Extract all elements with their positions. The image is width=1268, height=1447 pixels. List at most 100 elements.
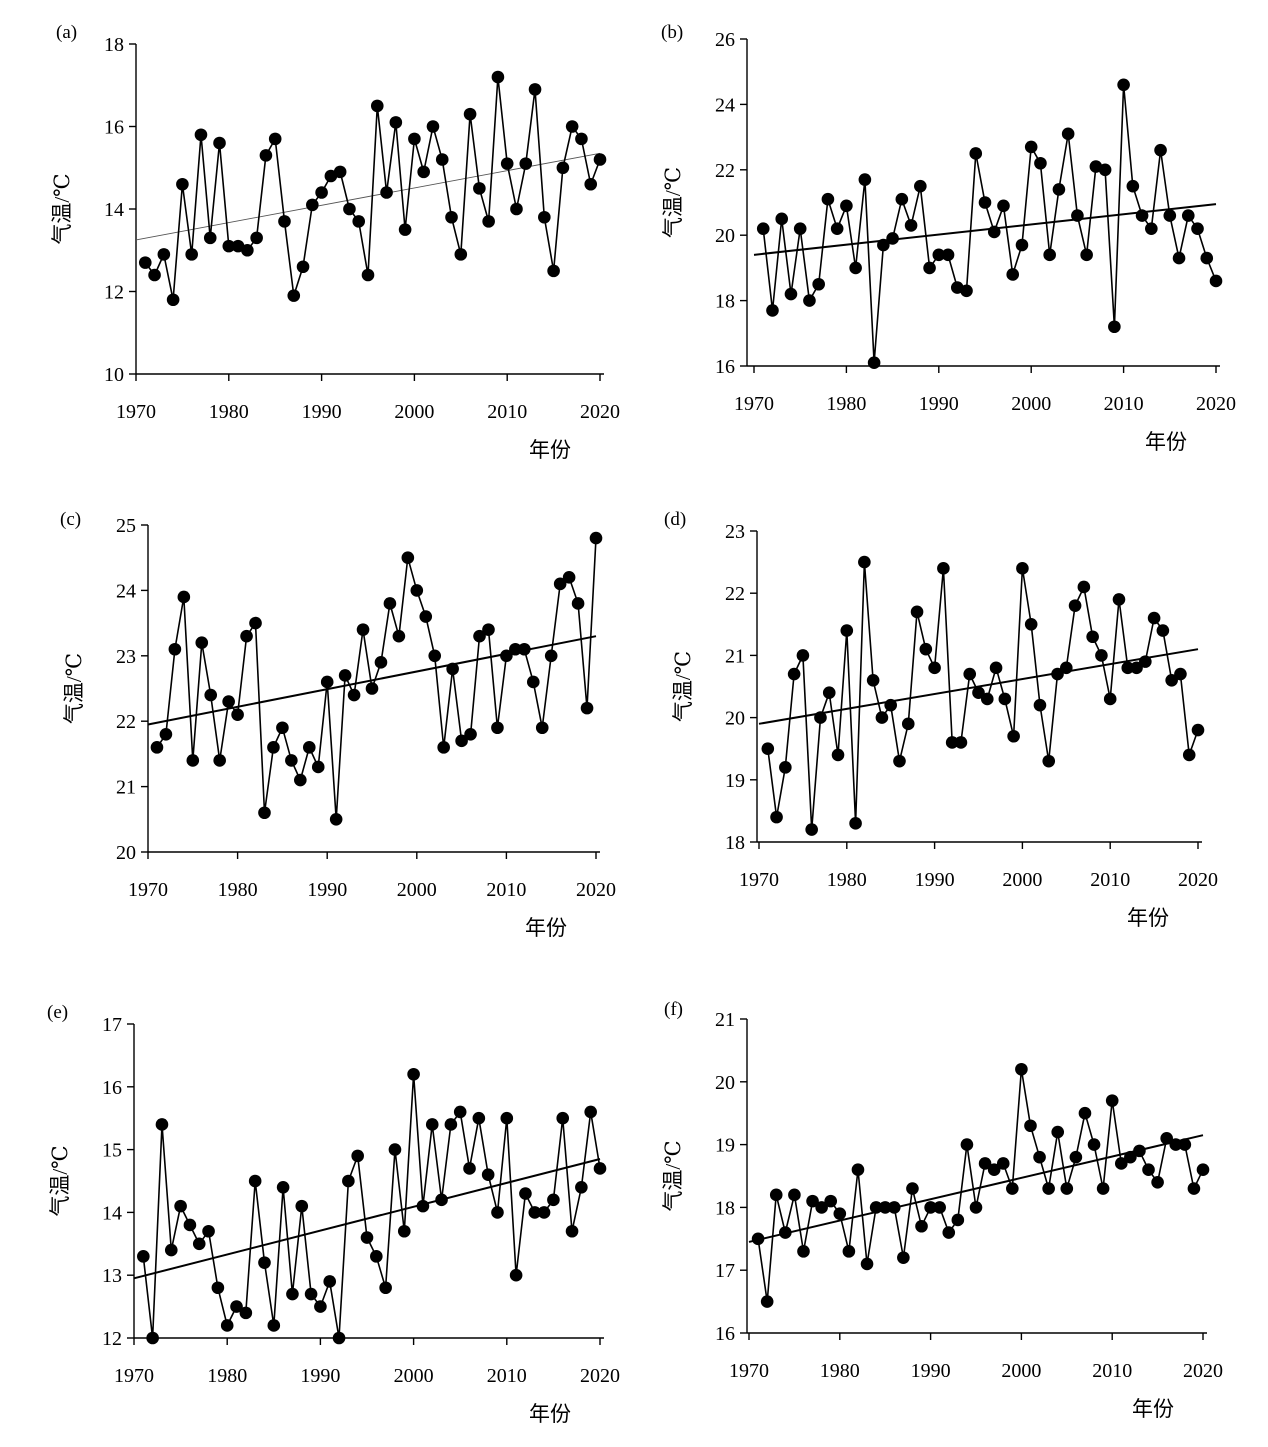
data-point xyxy=(267,741,280,754)
data-point xyxy=(932,248,946,262)
data-point xyxy=(1060,661,1073,675)
chart-panel-f: (f) 16 17 18 19 20 21 1970 1980 1990 2000 2010 2020 年… xyxy=(661,999,1223,1421)
panel-label: (f) xyxy=(664,999,683,1020)
y-tick-label: 10 xyxy=(104,364,124,386)
data-point xyxy=(528,1206,542,1219)
x-tick-label: 2000 xyxy=(1011,393,1051,415)
data-point xyxy=(500,157,514,170)
y-tick-label: 16 xyxy=(715,356,735,378)
data-point xyxy=(518,642,531,656)
data-point xyxy=(1165,673,1178,687)
data-point xyxy=(258,806,271,820)
data-point xyxy=(1142,1163,1155,1177)
data-point xyxy=(329,813,343,826)
data-point xyxy=(1024,1119,1037,1133)
data-point xyxy=(788,1188,801,1202)
x-tick-label: 2000 xyxy=(394,1365,434,1387)
data-point xyxy=(1112,593,1126,606)
y-tick-label: 12 xyxy=(102,1328,122,1350)
data-point xyxy=(482,623,495,636)
y-tick-label: 23 xyxy=(725,521,745,543)
x-tick-label: 2010 xyxy=(1090,869,1130,891)
x-tick-label: 1980 xyxy=(207,1365,247,1387)
data-point xyxy=(887,1201,901,1214)
data-point xyxy=(491,70,505,84)
data-point xyxy=(397,1224,411,1238)
data-point xyxy=(775,212,789,226)
data-point xyxy=(1108,320,1121,334)
data-point xyxy=(222,695,235,708)
data-point xyxy=(1071,209,1084,222)
data-point xyxy=(593,1162,607,1175)
x-tick-label: 1990 xyxy=(915,869,955,891)
data-point xyxy=(294,773,307,787)
data-point xyxy=(491,721,504,735)
y-tick-label: 18 xyxy=(715,291,735,313)
x-tick-label: 1980 xyxy=(218,879,258,901)
chart-panel-d: (d) 18 19 20 21 22 23 1970 1980 1990 2000 2010 2020 年… xyxy=(664,509,1218,930)
data-point xyxy=(276,1180,290,1194)
y-axis-title: 气温/℃ xyxy=(62,653,86,724)
data-point xyxy=(593,153,607,166)
data-point xyxy=(1042,754,1056,768)
data-point xyxy=(830,222,844,235)
data-point xyxy=(528,83,542,96)
y-axis-title: 气温/℃ xyxy=(50,173,74,244)
data-point xyxy=(565,120,579,133)
data-point xyxy=(1172,251,1186,265)
data-point xyxy=(285,754,298,767)
data-point xyxy=(248,1174,262,1188)
data-point xyxy=(230,1300,243,1313)
data-point xyxy=(562,571,576,584)
data-point xyxy=(278,215,291,228)
data-point xyxy=(919,642,933,656)
data-point xyxy=(923,261,936,275)
data-point xyxy=(978,1157,992,1170)
data-point xyxy=(937,562,950,575)
data-point xyxy=(987,1163,1001,1177)
data-point xyxy=(398,223,412,236)
x-tick-label: 2010 xyxy=(487,1365,527,1387)
data-point xyxy=(526,675,540,689)
data-point xyxy=(942,1226,956,1239)
data-point xyxy=(756,222,770,235)
data-point xyxy=(1095,649,1108,662)
data-point xyxy=(374,656,388,669)
data-point xyxy=(287,289,301,302)
data-point xyxy=(446,662,459,676)
data-point xyxy=(304,1287,318,1301)
series-line xyxy=(142,1074,601,1339)
data-point xyxy=(779,761,792,774)
data-point xyxy=(915,1219,928,1233)
data-point xyxy=(202,1224,215,1238)
data-point xyxy=(347,688,361,702)
data-point xyxy=(997,199,1010,213)
data-point xyxy=(444,1118,458,1131)
data-point xyxy=(851,1163,865,1177)
y-tick-label: 22 xyxy=(715,160,735,182)
data-point xyxy=(1051,667,1064,681)
data-point xyxy=(231,708,244,721)
data-point xyxy=(176,177,189,191)
chart-panel-b: (b) 16 18 20 22 24 26 1970 1980 1990 2000 2010 2020 年… xyxy=(661,22,1236,454)
data-point xyxy=(211,1281,225,1295)
data-point xyxy=(250,231,263,245)
y-tick-label: 13 xyxy=(102,1265,122,1287)
data-point xyxy=(1133,1144,1146,1158)
data-point xyxy=(410,584,424,597)
data-point xyxy=(148,268,161,282)
data-point xyxy=(842,1245,856,1258)
data-point xyxy=(1196,1163,1210,1177)
data-point xyxy=(361,268,375,282)
data-point xyxy=(267,1319,281,1332)
data-point xyxy=(571,597,585,610)
data-point xyxy=(547,264,560,278)
data-point xyxy=(1080,248,1093,262)
x-axis-title: 年份 xyxy=(525,916,567,940)
y-tick-label: 16 xyxy=(102,1077,122,1099)
y-tick-label: 15 xyxy=(102,1140,122,1162)
data-point xyxy=(509,1268,523,1282)
data-point xyxy=(481,1168,495,1182)
data-point xyxy=(547,1193,560,1207)
data-point xyxy=(1187,1182,1201,1195)
